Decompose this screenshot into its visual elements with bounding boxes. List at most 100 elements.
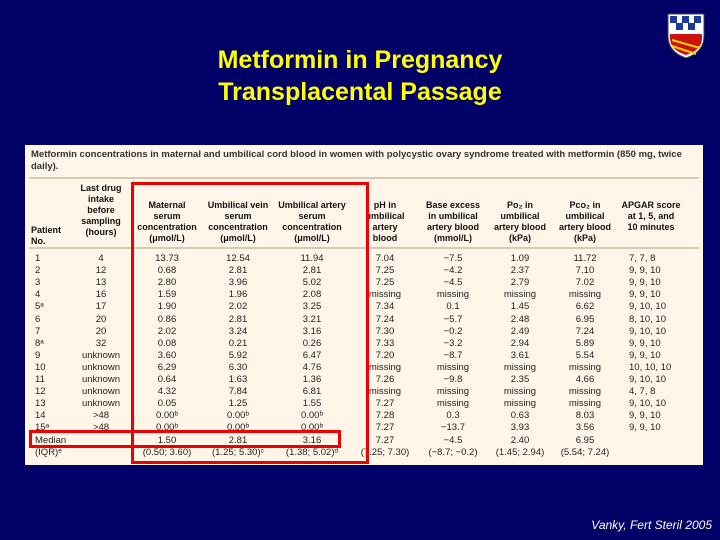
table-cell: >48 <box>92 410 110 422</box>
table-cell: 9, 9, 10 <box>629 277 661 289</box>
table-header-rule <box>29 247 699 249</box>
table-cell: 1.55 <box>302 398 322 410</box>
table-cell: −7.5 <box>443 253 463 264</box>
table-cell: 0.00ᵇ <box>300 410 324 422</box>
table-cell: 5.02 <box>302 277 322 289</box>
table-cell: 4, 7, 8 <box>629 386 656 398</box>
table-cell: missing <box>436 289 470 301</box>
table-cell: −0.2 <box>443 325 463 337</box>
table-cell: 7.02 <box>575 277 595 289</box>
table-cell: 7.30 <box>375 325 395 337</box>
table-caption: Metformin concentrations in maternal and… <box>31 149 682 172</box>
table-cell: 2.02 <box>157 325 177 337</box>
table-cell: 1.25 <box>228 398 248 410</box>
table-cell: 7 <box>35 325 41 337</box>
table-cell: 0.00ᵇ <box>226 422 250 434</box>
table-cell: 2.79 <box>510 277 530 289</box>
table-cell: 9, 9, 10 <box>629 349 661 361</box>
table-cell: 0.00ᵇ <box>155 422 179 434</box>
table-cell: 2.81 <box>228 313 248 325</box>
table-cell: 9, 10, 10 <box>629 301 666 313</box>
table-cell: 1.90 <box>157 301 177 313</box>
table-cell: 0.00ᵇ <box>226 410 250 422</box>
table-cell: −9.8 <box>443 374 463 385</box>
table-cell: 7.24 <box>575 325 595 337</box>
table-cell: 2.02 <box>228 301 248 313</box>
table-cell: 5.54 <box>575 349 595 361</box>
table-cell: 9, 9, 10 <box>629 422 661 434</box>
source-citation: Vanky, Fert Steril 2005 <box>591 518 712 532</box>
table-cell: missing <box>436 398 470 410</box>
table-cell: 0.1 <box>446 301 460 313</box>
column-header: Last drug intake before sampling (hours) <box>80 183 122 237</box>
table-cell: 0.08 <box>157 337 177 349</box>
table-cell: 9, 9, 10 <box>629 337 661 349</box>
table-cell: 7.27 <box>375 398 395 410</box>
table-cell: 6 <box>35 313 41 325</box>
table-cell: 32 <box>95 337 107 349</box>
table-cell: 1.96 <box>228 289 248 301</box>
table-cell: 2.49 <box>510 325 530 337</box>
table-cell: 11.72 <box>573 253 597 264</box>
table-cell: 2.37 <box>510 265 530 277</box>
table-cell: 7.26 <box>375 374 395 385</box>
table-cell: (IQR)ᵉ <box>35 446 62 458</box>
table-cell: 17 <box>95 301 107 313</box>
table-cell: 0.05 <box>157 398 177 410</box>
table-cell: 14 <box>35 410 46 422</box>
table-cell: 1.63 <box>228 374 248 385</box>
table-cell: 2.40 <box>510 434 530 446</box>
table-cell: 5.92 <box>228 349 248 361</box>
column-header: pH in umbilical artery blood <box>365 200 405 243</box>
table-cell: 9, 9, 10 <box>629 265 661 277</box>
table-cell: 9, 10, 10 <box>629 398 666 410</box>
table-cell: (0.50; 3.60) <box>142 446 192 458</box>
table-cell: missing <box>503 289 537 301</box>
table-cell: 6.30 <box>228 361 248 373</box>
table-cell: 10 <box>35 361 46 373</box>
table-cell: 1.50 <box>157 434 177 446</box>
column-header: Umbilical artery serum concentration (μm… <box>278 200 346 243</box>
column-header: Umbilical vein serum concentration (μmol… <box>207 200 269 243</box>
table-cell: 2.35 <box>510 374 530 385</box>
table-cell: 1.59 <box>157 289 177 301</box>
title-line-1: Metformin in Pregnancy <box>217 46 503 74</box>
column-header: APGAR score at 1, 5, and 10 minutes <box>621 200 681 232</box>
table-cell: 0.63 <box>510 410 530 422</box>
table-cell: 7.24 <box>375 313 395 325</box>
table-cell: 7.84 <box>228 386 248 398</box>
table-cell: 12.54 <box>226 253 250 264</box>
table-cell: missing <box>568 361 602 373</box>
table-cell: unknown <box>81 386 121 398</box>
table-cell: 7.34 <box>375 301 395 313</box>
highlight-median-row <box>29 430 341 448</box>
highlight-concentration-columns <box>131 182 369 464</box>
table-cell: 6.95 <box>575 434 595 446</box>
table-cell: 13.73 <box>155 253 179 264</box>
table-cell: 2.94 <box>510 337 530 349</box>
table-cell: 0.68 <box>157 265 177 277</box>
table-cell: 13 <box>35 398 46 410</box>
table-cell: 7.27 <box>375 434 395 446</box>
table-cell: 11 <box>35 374 45 385</box>
table-cell: −4.5 <box>443 277 463 289</box>
table-cell: 0.00ᵇ <box>155 410 179 422</box>
table-cell: (−8.7; −0.2) <box>428 446 478 458</box>
table-cell: missing <box>368 386 402 398</box>
column-header: Pco₂ in umbilical artery blood (kPa) <box>558 200 611 243</box>
column-header: Po₂ in umbilical artery blood (kPa) <box>493 200 546 243</box>
table-cell: 0.64 <box>157 374 177 385</box>
table-cell: 4 <box>98 253 104 264</box>
table-cell: 7, 7, 8 <box>629 253 656 264</box>
table-cell: 3.93 <box>510 422 530 434</box>
table-cell: 0.21 <box>228 337 248 349</box>
table-cell: −4.5 <box>443 434 463 446</box>
table-cell: >48 <box>92 422 110 434</box>
table-cell: 7.25 <box>375 277 395 289</box>
table-cell: 7.28 <box>375 410 395 422</box>
table-cell: 3.16 <box>302 325 322 337</box>
title-line-2: Transplacental Passage <box>218 78 502 106</box>
table-cell: −8.7 <box>443 349 463 361</box>
table-cell: 3 <box>35 277 41 289</box>
table-cell: missing <box>368 361 402 373</box>
